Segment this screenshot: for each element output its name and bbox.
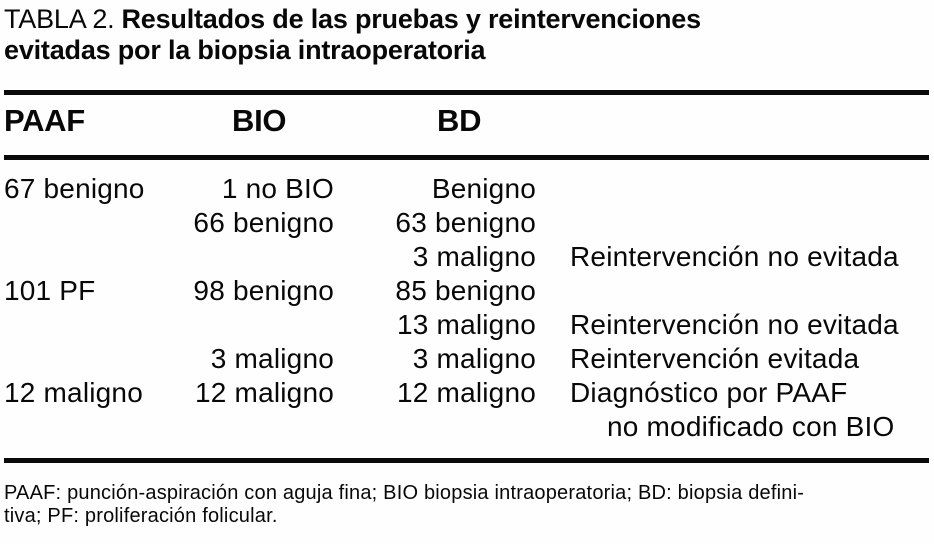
footnote-line-2: tiva; PF: proliferación folicular. xyxy=(4,505,278,527)
cell-bio xyxy=(184,308,344,342)
cell-bio: 3 maligno xyxy=(210,343,334,374)
cell-bd xyxy=(344,410,544,444)
cell-note xyxy=(544,274,930,308)
cell-paaf: 12 maligno xyxy=(4,377,143,408)
cell-paaf xyxy=(4,342,184,376)
table-caption: Resultados de las pruebas y reintervenci… xyxy=(4,4,701,65)
cell-bio: 12 maligno xyxy=(195,377,334,408)
column-header-bio: BIO xyxy=(232,103,287,138)
cell-bio xyxy=(184,240,344,274)
cell-bio xyxy=(184,410,344,444)
cell-bd: 3 maligno xyxy=(412,343,536,374)
cell-bd: 3 maligno xyxy=(412,241,536,272)
divider-bottom xyxy=(4,458,929,463)
cell-bd: 12 maligno xyxy=(397,377,536,408)
cell-bio: 98 benigno xyxy=(193,275,334,306)
cell-paaf xyxy=(4,206,184,240)
column-header-bd: BD xyxy=(437,103,482,138)
divider-header xyxy=(4,155,929,160)
cell-paaf: 67 benigno xyxy=(4,173,145,204)
cell-bio: 66 benigno xyxy=(193,207,334,238)
cell-bd: 63 benigno xyxy=(395,207,536,238)
cell-note xyxy=(544,206,930,240)
table-title: TABLA 2. Resultados de las pruebas y rein… xyxy=(4,4,788,66)
column-header-note xyxy=(544,105,930,137)
table-number-label: TABLA 2. xyxy=(4,4,115,34)
cell-bio: 1 no BIO xyxy=(221,173,334,204)
cell-note: Reintervención no evitada xyxy=(570,241,899,272)
table-body: 67 benigno 1 no BIO Benigno 66 benigno 6… xyxy=(4,172,930,444)
cell-paaf xyxy=(4,410,184,444)
table-header-row: PAAF BIO BD xyxy=(4,105,930,137)
cell-paaf xyxy=(4,308,184,342)
cell-paaf xyxy=(4,240,184,274)
cell-bd: 85 benigno xyxy=(395,275,536,306)
cell-note xyxy=(544,172,930,206)
cell-paaf: 101 PF xyxy=(4,275,96,306)
divider-top xyxy=(4,90,929,95)
cell-bd: 13 maligno xyxy=(397,309,536,340)
cell-note: Diagnóstico por PAAF xyxy=(570,377,848,408)
cell-note: Reintervención evitada xyxy=(570,343,860,374)
cell-note-continuation: no modificado con BIO xyxy=(607,411,895,442)
cell-note: Reintervención no evitada xyxy=(570,309,899,340)
footnote-line-1: PAAF: punción-aspiración con aguja fina;… xyxy=(4,482,805,504)
cell-bd: Benigno xyxy=(431,173,536,204)
table-footnote: PAAF: punción-aspiración con aguja fina;… xyxy=(4,482,932,528)
column-header-paaf: PAAF xyxy=(4,103,85,138)
